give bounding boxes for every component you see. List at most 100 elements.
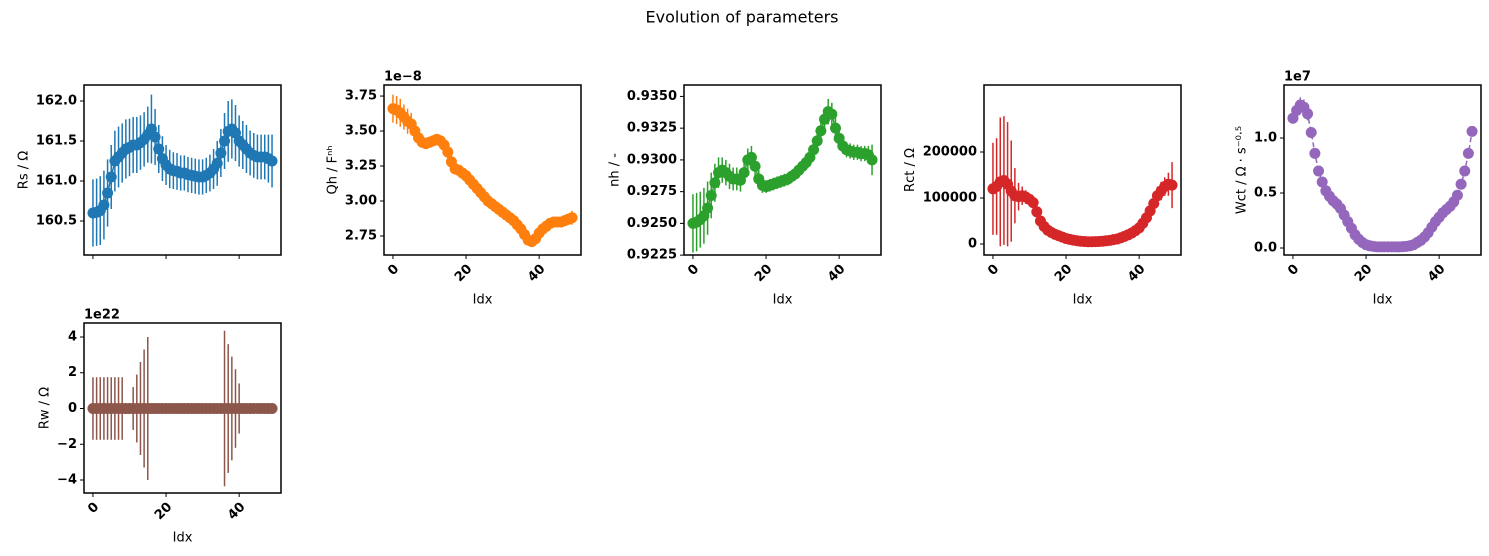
plot-area bbox=[87, 330, 278, 487]
offset-text: 1e22 bbox=[84, 308, 120, 323]
data-point bbox=[829, 122, 841, 134]
x-tick-label: 40 bbox=[1125, 262, 1148, 285]
y-tick-label: 162.0 bbox=[36, 94, 77, 109]
data-point bbox=[1309, 147, 1321, 159]
x-tick-label: 40 bbox=[225, 500, 248, 523]
y-tick-label: 3.25 bbox=[345, 159, 377, 174]
y-tick-label: 1.0 bbox=[1254, 130, 1277, 145]
data-point bbox=[566, 212, 578, 224]
y-tick-label: 0.9300 bbox=[627, 152, 677, 167]
y-tick-label: 4 bbox=[68, 329, 77, 344]
data-point bbox=[1466, 125, 1478, 137]
data-point bbox=[98, 199, 110, 211]
subplot: 160.5 161.0 161.5 162.0 Rs / Ω bbox=[16, 84, 282, 259]
y-tick-label: 0.5 bbox=[1254, 186, 1277, 201]
data-point bbox=[745, 151, 757, 163]
x-tick-label: 20 bbox=[452, 262, 475, 285]
y-tick-label: 2 bbox=[68, 365, 77, 380]
x-tick-label: 0 bbox=[1285, 262, 1302, 279]
data-point bbox=[705, 189, 717, 201]
data-point bbox=[826, 108, 838, 120]
data-point bbox=[1305, 126, 1317, 138]
data-point bbox=[1462, 147, 1474, 159]
subplot: 2.75 3.00 3.25 3.50 3.75 0 20 40 Idx Qh / Fⁿʰ 1e−8 bbox=[325, 70, 582, 308]
x-tick-label: 20 bbox=[1352, 262, 1375, 285]
data-point bbox=[815, 125, 827, 137]
data-point bbox=[153, 143, 165, 155]
y-tick-label: −2 bbox=[57, 437, 77, 452]
y-tick-label: 161.5 bbox=[36, 134, 77, 149]
x-tick-label: 0 bbox=[85, 500, 102, 517]
offset-text: 1e−8 bbox=[384, 70, 422, 85]
data-point bbox=[1313, 165, 1325, 177]
data-point bbox=[1316, 176, 1328, 188]
data-point bbox=[105, 171, 117, 183]
data-point bbox=[219, 135, 231, 147]
y-tick-label: 0.9275 bbox=[627, 184, 677, 199]
x-axis-label: Idx bbox=[1373, 293, 1393, 308]
data-point bbox=[1302, 108, 1314, 120]
x-tick-label: 40 bbox=[525, 262, 548, 285]
data-point bbox=[738, 167, 750, 179]
y-axis-label: Qh / Fⁿʰ bbox=[325, 145, 340, 194]
y-axis-label: Rw / Ω bbox=[38, 387, 53, 429]
subplot: 0.9225 0.9250 0.9275 0.9300 0.9325 0.9350 0 20 4… bbox=[607, 84, 882, 308]
offset-text: 1e7 bbox=[1284, 70, 1311, 85]
data-point bbox=[709, 177, 721, 189]
data-point bbox=[749, 160, 761, 172]
x-tick-label: 40 bbox=[825, 262, 848, 285]
y-tick-label: 2.75 bbox=[345, 228, 377, 243]
axes-frame bbox=[1283, 84, 1482, 256]
subplot: 0.0 0.5 1.0 0 20 40 Idx Wct / Ω · s⁻⁰·⁵ 1e7 bbox=[1234, 70, 1482, 308]
data-point bbox=[1166, 179, 1178, 191]
data-point bbox=[1031, 206, 1043, 218]
data-point bbox=[442, 146, 454, 158]
axes-frame bbox=[983, 84, 1182, 256]
data-point bbox=[266, 155, 278, 167]
y-tick-label: 0.9325 bbox=[627, 121, 677, 136]
y-axis-label: Rct / Ω bbox=[903, 148, 918, 192]
y-tick-label: 0.9250 bbox=[627, 216, 677, 231]
y-tick-label: 0.0 bbox=[1254, 241, 1277, 256]
data-point bbox=[149, 131, 161, 143]
x-tick-label: 20 bbox=[152, 500, 175, 523]
plot-area bbox=[687, 98, 878, 253]
y-tick-label: 0.9225 bbox=[627, 248, 677, 263]
y-tick-label: −4 bbox=[57, 473, 77, 488]
y-tick-label: 100000 bbox=[923, 190, 977, 205]
axes-frame bbox=[383, 84, 582, 256]
x-axis-label: Idx bbox=[1073, 293, 1093, 308]
data-point bbox=[808, 144, 820, 156]
data-point bbox=[215, 147, 227, 159]
y-axis-label: Wct / Ω · s⁻⁰·⁵ bbox=[1234, 126, 1249, 214]
data-point bbox=[1459, 165, 1471, 177]
x-axis-label: Idx bbox=[773, 293, 793, 308]
x-tick-label: 0 bbox=[385, 262, 402, 279]
y-tick-label: 3.00 bbox=[345, 193, 377, 208]
plot-area bbox=[87, 94, 278, 247]
x-axis-label: Idx bbox=[173, 531, 193, 546]
plot-area bbox=[987, 116, 1178, 248]
y-tick-label: 200000 bbox=[923, 144, 977, 159]
data-point bbox=[266, 403, 278, 415]
y-tick-label: 0 bbox=[968, 237, 977, 252]
y-axis-label: nh / - bbox=[607, 153, 622, 187]
y-tick-label: 3.50 bbox=[345, 124, 377, 139]
x-tick-label: 20 bbox=[752, 262, 775, 285]
data-point bbox=[866, 154, 878, 166]
y-tick-label: 0.9350 bbox=[627, 89, 677, 104]
subplot: 0 100000 200000 0 20 40 Idx Rct / Ω bbox=[903, 84, 1182, 308]
y-axis-label: Rs / Ω bbox=[16, 151, 31, 189]
data-point bbox=[1455, 178, 1467, 190]
y-tick-label: 160.5 bbox=[36, 214, 77, 229]
axes-frame bbox=[83, 322, 282, 494]
axes-frame bbox=[83, 84, 282, 256]
data-point bbox=[1027, 197, 1039, 209]
x-tick-label: 20 bbox=[1052, 262, 1075, 285]
data-point bbox=[1451, 189, 1463, 201]
data-point bbox=[102, 187, 114, 199]
figure-title: Evolution of parameters bbox=[646, 8, 839, 27]
data-point bbox=[702, 202, 714, 214]
